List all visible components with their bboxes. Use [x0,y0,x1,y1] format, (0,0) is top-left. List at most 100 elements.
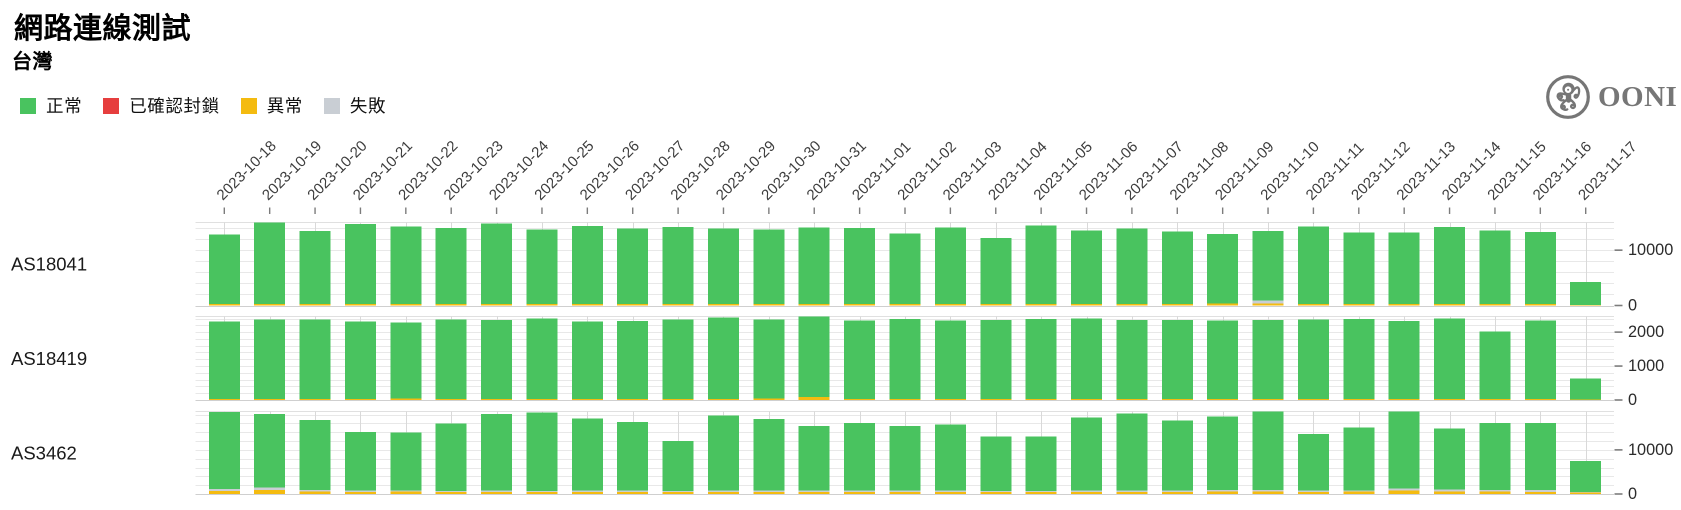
bar-segment-failure[interactable] [1161,490,1193,492]
bar-AS18419-2023-11-16[interactable] [1524,320,1556,400]
bar-segment-anomaly[interactable] [980,492,1012,494]
bar-segment-ok[interactable] [1025,318,1057,399]
bar-segment-anomaly[interactable] [1071,303,1103,306]
bar-segment-anomaly[interactable] [1025,492,1057,494]
bar-segment-anomaly[interactable] [1524,491,1556,494]
bar-segment-failure[interactable] [1343,490,1375,492]
bar-AS3462-2023-11-15[interactable] [1479,422,1511,494]
bar-segment-failure[interactable] [707,490,739,493]
bar-AS3462-2023-11-04[interactable] [980,436,1012,494]
bar-segment-anomaly[interactable] [526,492,558,494]
bar-segment-anomaly[interactable] [662,303,694,306]
bar-segment-failure[interactable] [1524,490,1556,492]
bar-AS18419-2023-11-01[interactable] [844,320,876,400]
bar-segment-anomaly[interactable] [1570,492,1602,494]
bar-segment-ok[interactable] [934,424,966,491]
bar-segment-failure[interactable] [1434,489,1466,492]
bar-segment-ok[interactable] [254,222,286,304]
bar-AS18419-2023-10-27[interactable] [617,321,649,400]
bar-segment-anomaly[interactable] [889,491,921,494]
bar-segment-ok[interactable] [1116,228,1148,304]
bar-segment-ok[interactable] [1388,411,1420,489]
bar-AS18041-2023-10-22[interactable] [390,226,422,306]
bar-AS3462-2023-10-27[interactable] [617,422,649,494]
bar-segment-ok[interactable] [481,320,513,399]
bar-segment-ok[interactable] [798,227,830,304]
bar-segment-anomaly[interactable] [390,491,422,494]
bar-segment-ok[interactable] [390,226,422,304]
bar-AS18419-2023-11-06[interactable] [1071,318,1103,400]
bar-segment-anomaly[interactable] [1297,492,1329,494]
bar-segment-ok[interactable] [1071,230,1103,304]
bar-AS18419-2023-10-18[interactable] [208,321,240,400]
bar-segment-anomaly[interactable] [1116,491,1148,494]
bar-segment-failure[interactable] [1297,490,1329,493]
bar-segment-ok[interactable] [1343,318,1375,399]
bar-segment-ok[interactable] [208,321,240,399]
bar-segment-ok[interactable] [617,422,649,491]
bar-segment-anomaly[interactable] [934,398,966,400]
bar-segment-anomaly[interactable] [1207,491,1239,494]
bar-AS18419-2023-11-14[interactable] [1434,318,1466,400]
bar-segment-anomaly[interactable] [1297,303,1329,306]
bar-segment-ok[interactable] [344,321,376,399]
bar-segment-anomaly[interactable] [208,398,240,400]
bar-AS3462-2023-11-12[interactable] [1343,427,1375,494]
bar-AS18419-2023-10-24[interactable] [481,320,513,400]
bar-AS18041-2023-11-07[interactable] [1116,228,1148,306]
bar-AS3462-2023-11-01[interactable] [844,422,876,494]
bar-segment-ok[interactable] [1161,231,1193,304]
bar-segment-anomaly[interactable] [254,303,286,306]
bar-AS18041-2023-10-25[interactable] [526,229,558,306]
bar-AS3462-2023-10-21[interactable] [344,431,376,494]
bar-segment-failure[interactable] [435,491,467,493]
bar-segment-anomaly[interactable] [662,492,694,494]
bar-AS18041-2023-10-28[interactable] [662,227,694,306]
bar-segment-anomaly[interactable] [934,492,966,494]
bar-segment-ok[interactable] [1297,226,1329,304]
bar-AS3462-2023-11-17[interactable] [1570,460,1602,494]
bar-segment-anomaly[interactable] [617,303,649,306]
bar-AS18041-2023-10-19[interactable] [254,222,286,306]
bar-AS18041-2023-11-04[interactable] [980,237,1012,306]
bar-AS18041-2023-10-21[interactable] [344,223,376,306]
bar-segment-ok[interactable] [1025,225,1057,304]
bar-segment-anomaly[interactable] [344,303,376,306]
bar-segment-ok[interactable] [344,431,376,491]
bar-AS18041-2023-10-27[interactable] [617,228,649,306]
bar-AS18419-2023-11-02[interactable] [889,318,921,400]
bar-segment-ok[interactable] [481,414,513,491]
bar-AS18041-2023-11-17[interactable] [1570,281,1602,306]
bar-AS18041-2023-11-09[interactable] [1207,233,1239,306]
bar-AS18419-2023-11-05[interactable] [1025,318,1057,400]
bar-segment-failure[interactable] [934,490,966,493]
bar-segment-ok[interactable] [1207,320,1239,399]
bar-segment-ok[interactable] [1434,428,1466,490]
bar-segment-ok[interactable] [390,432,422,491]
bar-segment-ok[interactable] [1388,232,1420,304]
bar-segment-anomaly[interactable] [1524,303,1556,306]
bar-segment-anomaly[interactable] [980,398,1012,400]
bar-segment-anomaly[interactable] [844,303,876,306]
bar-segment-ok[interactable] [934,320,966,399]
bar-segment-ok[interactable] [1479,422,1511,490]
bar-segment-ok[interactable] [571,321,603,399]
bar-AS3462-2023-11-07[interactable] [1116,413,1148,494]
bar-segment-anomaly[interactable] [1434,398,1466,400]
bar-AS3462-2023-10-28[interactable] [662,441,694,494]
bar-segment-anomaly[interactable] [707,303,739,306]
bar-segment-ok[interactable] [1252,230,1284,301]
bar-segment-anomaly[interactable] [299,398,331,400]
bar-segment-anomaly[interactable] [1207,398,1239,400]
bar-segment-ok[interactable] [1025,436,1057,491]
bar-segment-anomaly[interactable] [571,303,603,306]
bar-segment-ok[interactable] [1116,319,1148,399]
bar-segment-ok[interactable] [1434,226,1466,304]
bar-segment-ok[interactable] [390,322,422,399]
bar-segment-anomaly[interactable] [1207,303,1239,306]
bar-segment-anomaly[interactable] [481,492,513,494]
bar-segment-anomaly[interactable] [1343,491,1375,494]
bar-segment-anomaly[interactable] [1388,490,1420,494]
bar-segment-anomaly[interactable] [1434,303,1466,306]
bar-AS3462-2023-10-29[interactable] [707,415,739,494]
